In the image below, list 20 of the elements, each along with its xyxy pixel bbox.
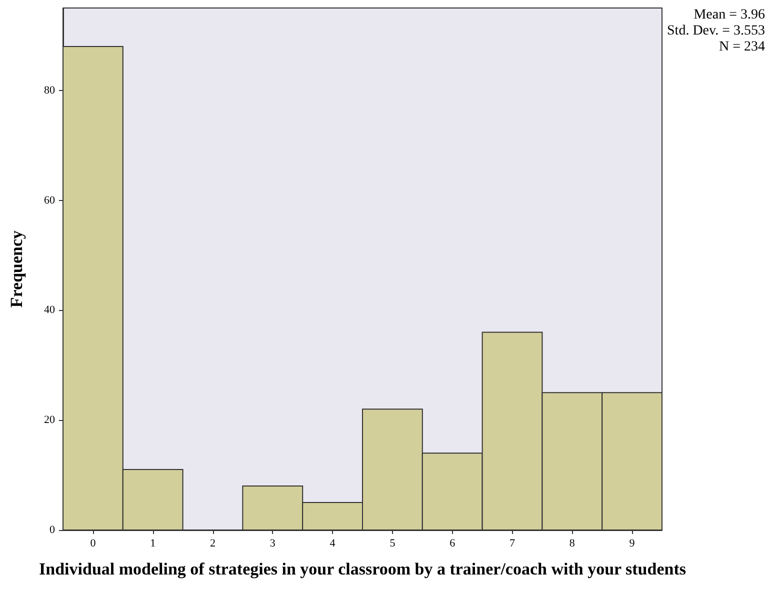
- x-tick-label: 7: [510, 538, 516, 550]
- x-tick-label: 1: [150, 538, 156, 550]
- y-tick-label: 0: [50, 524, 56, 536]
- x-tick-label: 5: [390, 538, 396, 550]
- x-tick-label: 6: [450, 538, 456, 550]
- text: N = 234: [718, 40, 766, 54]
- x-tick-label: 0: [90, 538, 96, 550]
- y-axis-title: Frequency: [7, 230, 26, 308]
- x-tick-label: 8: [569, 538, 576, 550]
- text: Std. Dev. = 3.553: [667, 24, 766, 38]
- x-tick-label: 4: [330, 538, 336, 550]
- text: Mean = 3.96: [694, 8, 766, 22]
- y-tick-label: 60: [44, 194, 56, 206]
- x-tick-label: 2: [210, 538, 216, 550]
- y-tick-label: 80: [44, 84, 56, 96]
- x-tick-label: 9: [629, 538, 636, 550]
- y-tick-label: 20: [44, 414, 56, 426]
- x-tick-label: 3: [270, 538, 276, 550]
- x-axis-title: Individual modeling of strategies in your classroom by a trainer/coach with your students: [39, 560, 686, 578]
- y-tick-label: 40: [44, 304, 56, 316]
